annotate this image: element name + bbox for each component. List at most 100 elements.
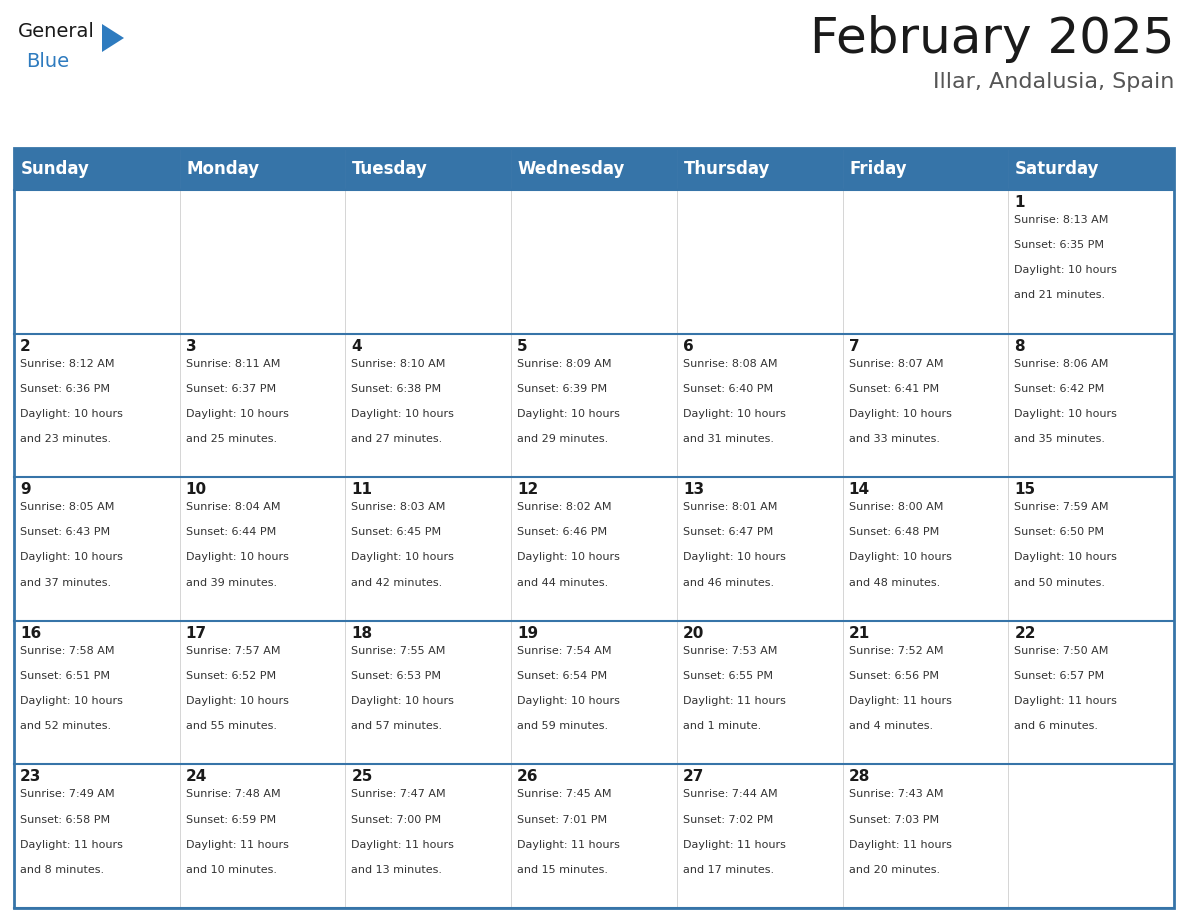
Text: and 10 minutes.: and 10 minutes.	[185, 865, 277, 875]
Text: and 57 minutes.: and 57 minutes.	[352, 722, 443, 732]
Text: Sunrise: 8:10 AM: Sunrise: 8:10 AM	[352, 359, 446, 369]
Text: 5: 5	[517, 339, 527, 353]
Bar	[179, 333, 346, 477]
Text: 2: 2	[20, 339, 31, 353]
Text: Sunrise: 7:55 AM: Sunrise: 7:55 AM	[352, 645, 446, 655]
Text: Daylight: 10 hours: Daylight: 10 hours	[185, 553, 289, 563]
Text: Sunrise: 8:08 AM: Sunrise: 8:08 AM	[683, 359, 777, 369]
Text: Wednesday: Wednesday	[518, 160, 625, 178]
Bar	[842, 765, 1009, 908]
Text: and 35 minutes.: and 35 minutes.	[1015, 434, 1105, 444]
Bar	[1009, 333, 1174, 477]
Text: 10: 10	[185, 482, 207, 498]
Bar	[511, 621, 677, 765]
Text: and 1 minute.: and 1 minute.	[683, 722, 762, 732]
Text: Sunset: 7:03 PM: Sunset: 7:03 PM	[848, 814, 939, 824]
Text: and 46 minutes.: and 46 minutes.	[683, 577, 775, 588]
Bar	[677, 148, 842, 190]
Text: 1: 1	[1015, 195, 1025, 210]
Text: and 39 minutes.: and 39 minutes.	[185, 577, 277, 588]
Text: Sunrise: 7:44 AM: Sunrise: 7:44 AM	[683, 789, 777, 800]
Bar	[511, 148, 677, 190]
Text: Daylight: 11 hours: Daylight: 11 hours	[185, 840, 289, 850]
Text: Sunrise: 8:01 AM: Sunrise: 8:01 AM	[683, 502, 777, 512]
Text: Daylight: 10 hours: Daylight: 10 hours	[1015, 265, 1117, 275]
Text: Daylight: 10 hours: Daylight: 10 hours	[517, 409, 620, 419]
Text: Daylight: 11 hours: Daylight: 11 hours	[1015, 696, 1117, 706]
Bar	[842, 190, 1009, 333]
Text: Sunrise: 7:48 AM: Sunrise: 7:48 AM	[185, 789, 280, 800]
Text: Sunrise: 7:47 AM: Sunrise: 7:47 AM	[352, 789, 446, 800]
Text: Sunset: 6:39 PM: Sunset: 6:39 PM	[517, 384, 607, 394]
Text: Daylight: 11 hours: Daylight: 11 hours	[848, 696, 952, 706]
Text: Daylight: 10 hours: Daylight: 10 hours	[848, 553, 952, 563]
Text: Sunrise: 8:11 AM: Sunrise: 8:11 AM	[185, 359, 280, 369]
Text: February 2025: February 2025	[809, 15, 1174, 63]
Text: Sunrise: 8:03 AM: Sunrise: 8:03 AM	[352, 502, 446, 512]
Text: Monday: Monday	[187, 160, 259, 178]
Text: Sunrise: 7:50 AM: Sunrise: 7:50 AM	[1015, 645, 1108, 655]
Text: and 17 minutes.: and 17 minutes.	[683, 865, 775, 875]
Text: Sunrise: 7:57 AM: Sunrise: 7:57 AM	[185, 645, 280, 655]
Bar	[14, 333, 179, 477]
Bar	[346, 765, 511, 908]
Text: Tuesday: Tuesday	[352, 160, 428, 178]
Text: and 29 minutes.: and 29 minutes.	[517, 434, 608, 444]
Bar	[14, 190, 179, 333]
Text: and 59 minutes.: and 59 minutes.	[517, 722, 608, 732]
Text: 12: 12	[517, 482, 538, 498]
Text: and 21 minutes.: and 21 minutes.	[1015, 290, 1105, 300]
Text: Daylight: 11 hours: Daylight: 11 hours	[352, 840, 454, 850]
Bar	[346, 621, 511, 765]
Text: Daylight: 10 hours: Daylight: 10 hours	[185, 696, 289, 706]
Text: 20: 20	[683, 626, 704, 641]
Text: and 52 minutes.: and 52 minutes.	[20, 722, 112, 732]
Text: Daylight: 10 hours: Daylight: 10 hours	[1015, 409, 1117, 419]
Bar	[677, 621, 842, 765]
Text: Sunset: 6:44 PM: Sunset: 6:44 PM	[185, 527, 276, 537]
Text: 14: 14	[848, 482, 870, 498]
Text: and 44 minutes.: and 44 minutes.	[517, 577, 608, 588]
Text: Sunset: 6:45 PM: Sunset: 6:45 PM	[352, 527, 442, 537]
Text: Sunset: 6:38 PM: Sunset: 6:38 PM	[352, 384, 442, 394]
Text: Sunrise: 7:43 AM: Sunrise: 7:43 AM	[848, 789, 943, 800]
Text: Sunset: 6:40 PM: Sunset: 6:40 PM	[683, 384, 773, 394]
Bar	[14, 148, 1174, 908]
Text: Sunset: 6:54 PM: Sunset: 6:54 PM	[517, 671, 607, 681]
Bar	[511, 333, 677, 477]
Text: Sunset: 6:50 PM: Sunset: 6:50 PM	[1015, 527, 1105, 537]
Text: Daylight: 10 hours: Daylight: 10 hours	[683, 553, 785, 563]
Text: Sunset: 6:47 PM: Sunset: 6:47 PM	[683, 527, 773, 537]
Text: Thursday: Thursday	[683, 160, 770, 178]
Text: Sunrise: 7:49 AM: Sunrise: 7:49 AM	[20, 789, 114, 800]
Text: Daylight: 10 hours: Daylight: 10 hours	[517, 696, 620, 706]
Text: Daylight: 10 hours: Daylight: 10 hours	[20, 696, 122, 706]
Text: 8: 8	[1015, 339, 1025, 353]
Text: and 50 minutes.: and 50 minutes.	[1015, 577, 1105, 588]
Text: 11: 11	[352, 482, 372, 498]
Text: Sunset: 6:46 PM: Sunset: 6:46 PM	[517, 527, 607, 537]
Text: Sunrise: 8:05 AM: Sunrise: 8:05 AM	[20, 502, 114, 512]
Text: Sunrise: 7:45 AM: Sunrise: 7:45 AM	[517, 789, 612, 800]
Text: 24: 24	[185, 769, 207, 784]
Bar	[677, 190, 842, 333]
Bar	[677, 477, 842, 621]
Bar	[179, 190, 346, 333]
Text: Sunset: 6:59 PM: Sunset: 6:59 PM	[185, 814, 276, 824]
Text: and 37 minutes.: and 37 minutes.	[20, 577, 112, 588]
Bar	[346, 477, 511, 621]
Text: and 20 minutes.: and 20 minutes.	[848, 865, 940, 875]
Text: 3: 3	[185, 339, 196, 353]
Text: Sunrise: 8:07 AM: Sunrise: 8:07 AM	[848, 359, 943, 369]
Text: Sunset: 7:01 PM: Sunset: 7:01 PM	[517, 814, 607, 824]
Text: Daylight: 10 hours: Daylight: 10 hours	[352, 696, 454, 706]
Text: 13: 13	[683, 482, 704, 498]
Bar	[842, 477, 1009, 621]
Text: Sunrise: 8:04 AM: Sunrise: 8:04 AM	[185, 502, 280, 512]
Text: and 55 minutes.: and 55 minutes.	[185, 722, 277, 732]
Text: Daylight: 10 hours: Daylight: 10 hours	[20, 553, 122, 563]
Bar	[179, 765, 346, 908]
Text: and 42 minutes.: and 42 minutes.	[352, 577, 443, 588]
Text: 15: 15	[1015, 482, 1036, 498]
Text: Sunset: 6:57 PM: Sunset: 6:57 PM	[1015, 671, 1105, 681]
